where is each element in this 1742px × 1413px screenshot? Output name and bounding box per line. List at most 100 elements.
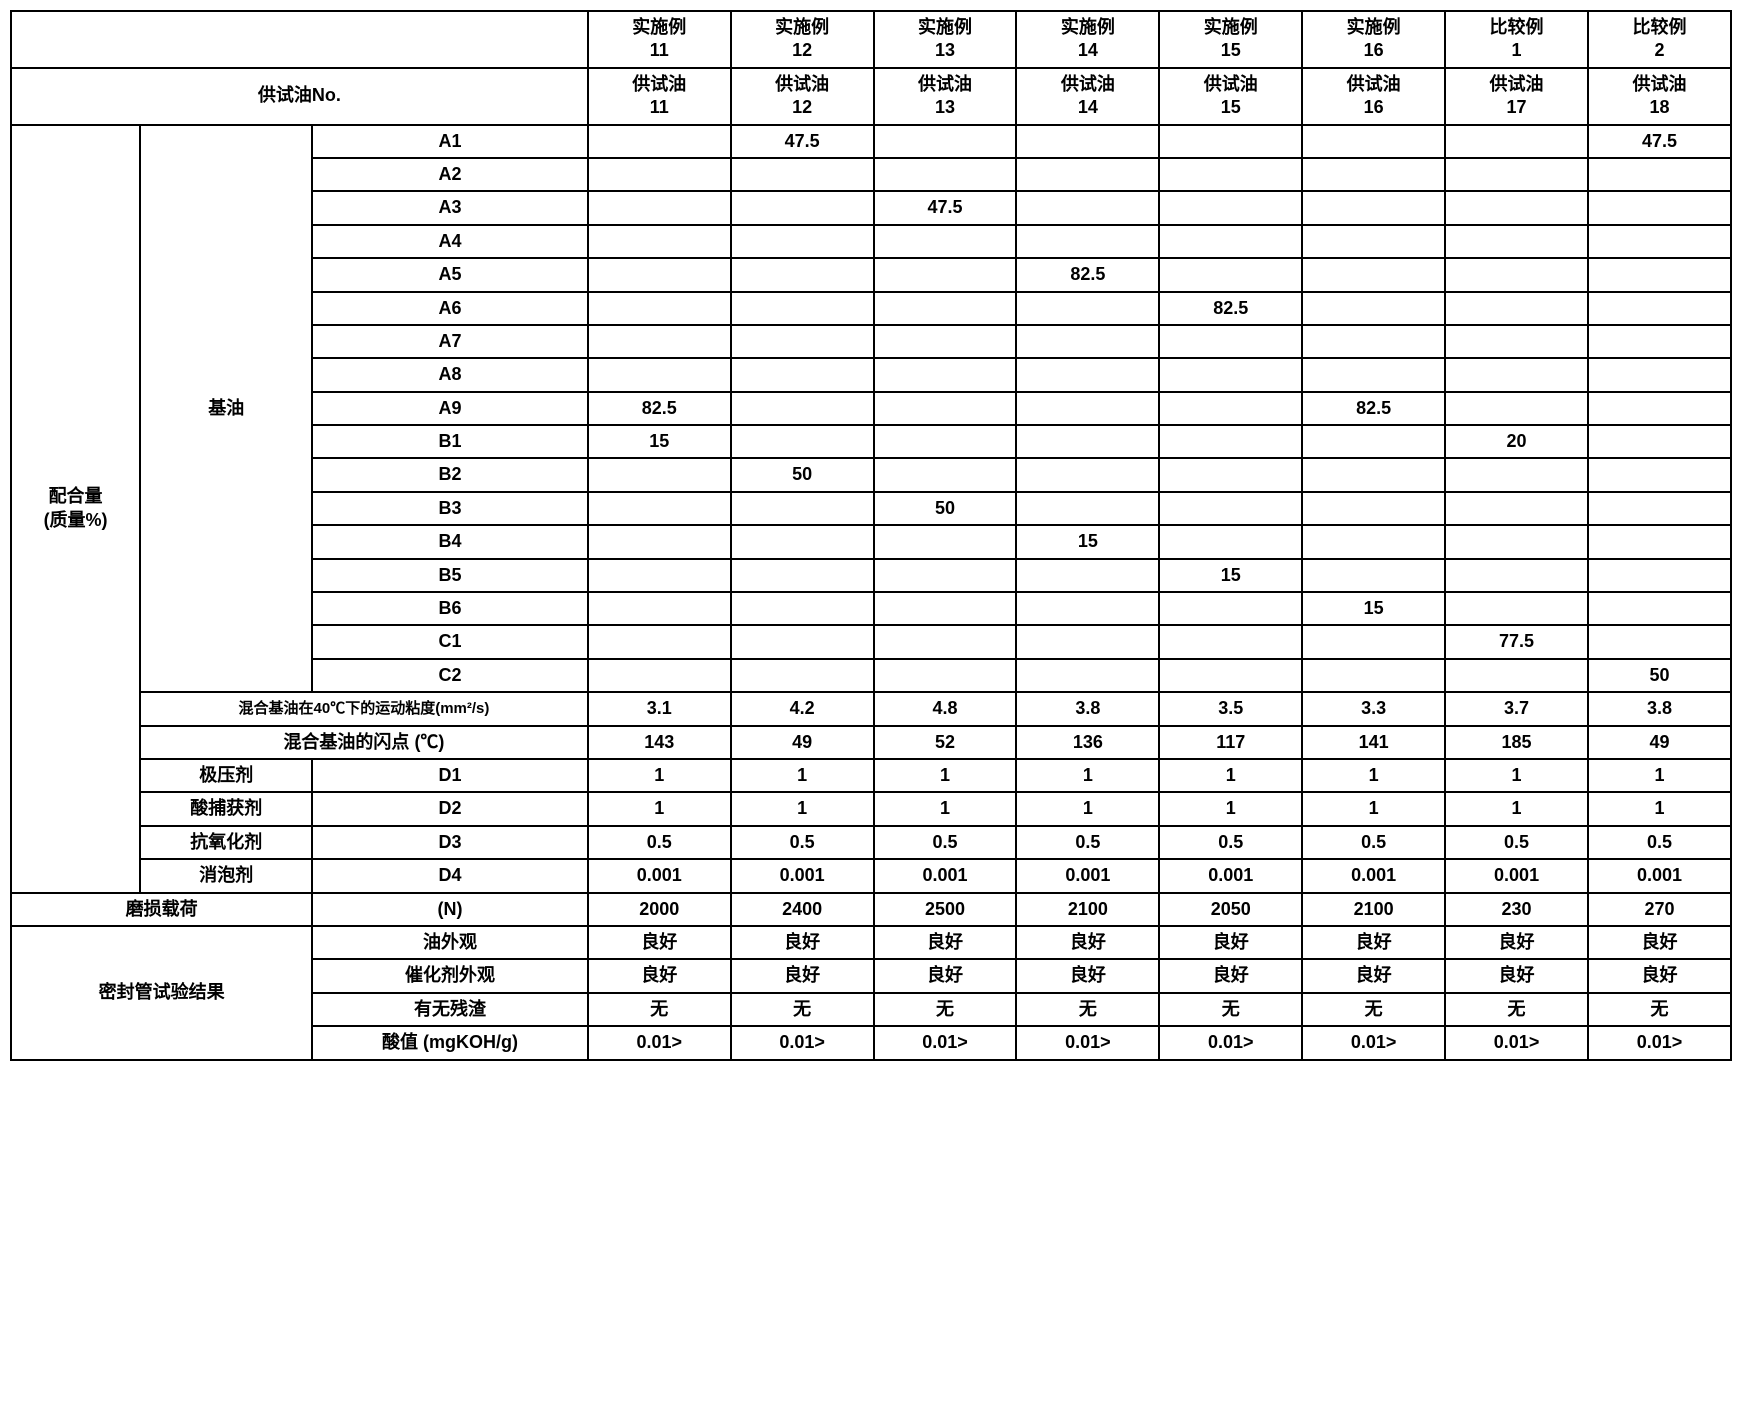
cell-A7-3 [1016,325,1159,358]
cell-B6-1 [731,592,874,625]
additive-D4-3: 0.001 [1016,859,1159,892]
cell-A4-0 [588,225,731,258]
cell-A3-1 [731,191,874,224]
sealed-oil-0: 良好 [588,926,731,959]
cell-A5-4 [1159,258,1302,291]
sealed-acid-0: 0.01> [588,1026,731,1059]
viscosity-5: 3.3 [1302,692,1445,725]
viscosity-2: 4.8 [874,692,1017,725]
header-example-7: 比较例 2 [1588,11,1731,68]
cell-B2-2 [874,458,1017,491]
additive-cat-3: 消泡剂 [140,859,312,892]
cell-B3-7 [1588,492,1731,525]
additive-D3-3: 0.5 [1016,826,1159,859]
cell-A4-1 [731,225,874,258]
cell-B5-5 [1302,559,1445,592]
cell-C1-6: 77.5 [1445,625,1588,658]
base-oil-row-A1: A1 [312,125,587,158]
sealed-oil-4: 良好 [1159,926,1302,959]
sealed-residue-2: 无 [874,993,1017,1026]
additive-D4-0: 0.001 [588,859,731,892]
wear-load-unit: (N) [312,893,587,926]
cell-C1-2 [874,625,1017,658]
cell-B5-0 [588,559,731,592]
additive-D2-7: 1 [1588,792,1731,825]
sealed-tube-label: 密封管试验结果 [11,926,312,1060]
sealed-sub-residue: 有无残渣 [312,993,587,1026]
cell-A5-6 [1445,258,1588,291]
additive-D1-3: 1 [1016,759,1159,792]
cell-A9-5: 82.5 [1302,392,1445,425]
cell-C1-1 [731,625,874,658]
base-oil-row-A2: A2 [312,158,587,191]
mix-amount-label: 配合量 (质量%) [11,125,140,893]
cell-A3-6 [1445,191,1588,224]
cell-B1-5 [1302,425,1445,458]
wear-1: 2400 [731,893,874,926]
cell-B3-1 [731,492,874,525]
cell-B5-1 [731,559,874,592]
additive-D3-2: 0.5 [874,826,1017,859]
cell-A3-0 [588,191,731,224]
sealed-oil-6: 良好 [1445,926,1588,959]
wear-3: 2100 [1016,893,1159,926]
base-oil-row-B2: B2 [312,458,587,491]
base-oil-row-C2: C2 [312,659,587,692]
sealed-oil-2: 良好 [874,926,1017,959]
sealed-acid-2: 0.01> [874,1026,1017,1059]
cell-B3-2: 50 [874,492,1017,525]
cell-A4-7 [1588,225,1731,258]
sealed-residue-4: 无 [1159,993,1302,1026]
cell-A5-1 [731,258,874,291]
cell-B4-3: 15 [1016,525,1159,558]
sealed-oil-5: 良好 [1302,926,1445,959]
cell-C2-0 [588,659,731,692]
cell-A3-2: 47.5 [874,191,1017,224]
cell-B4-1 [731,525,874,558]
cell-A9-6 [1445,392,1588,425]
cell-B5-4: 15 [1159,559,1302,592]
base-oil-row-A9: A9 [312,392,587,425]
additive-D1-4: 1 [1159,759,1302,792]
sealed-residue-5: 无 [1302,993,1445,1026]
base-oil-row-C1: C1 [312,625,587,658]
flash-7: 49 [1588,726,1731,759]
additive-D2-1: 1 [731,792,874,825]
sealed-oil-1: 良好 [731,926,874,959]
base-oil-row-A4: A4 [312,225,587,258]
cell-A1-6 [1445,125,1588,158]
header-testoil-7: 供试油 18 [1588,68,1731,125]
cell-A6-5 [1302,292,1445,325]
cell-A8-5 [1302,358,1445,391]
sealed-catalyst-6: 良好 [1445,959,1588,992]
cell-B6-5: 15 [1302,592,1445,625]
cell-A6-3 [1016,292,1159,325]
cell-A7-4 [1159,325,1302,358]
blank-header [11,11,588,68]
cell-A8-6 [1445,358,1588,391]
header-testoil-4: 供试油 15 [1159,68,1302,125]
additive-D1-5: 1 [1302,759,1445,792]
cell-B6-7 [1588,592,1731,625]
cell-A8-0 [588,358,731,391]
cell-B5-3 [1016,559,1159,592]
cell-B1-7 [1588,425,1731,458]
cell-A1-1: 47.5 [731,125,874,158]
sealed-acid-3: 0.01> [1016,1026,1159,1059]
cell-A4-6 [1445,225,1588,258]
viscosity-6: 3.7 [1445,692,1588,725]
sealed-acid-1: 0.01> [731,1026,874,1059]
additive-D2-6: 1 [1445,792,1588,825]
base-oil-row-A8: A8 [312,358,587,391]
sealed-sub-catalyst: 催化剂外观 [312,959,587,992]
cell-A9-3 [1016,392,1159,425]
viscosity-3: 3.8 [1016,692,1159,725]
additive-cat-2: 抗氧化剂 [140,826,312,859]
sealed-residue-6: 无 [1445,993,1588,1026]
base-oil-row-A7: A7 [312,325,587,358]
cell-A9-4 [1159,392,1302,425]
cell-A8-3 [1016,358,1159,391]
cell-A4-3 [1016,225,1159,258]
sealed-residue-7: 无 [1588,993,1731,1026]
cell-A1-4 [1159,125,1302,158]
